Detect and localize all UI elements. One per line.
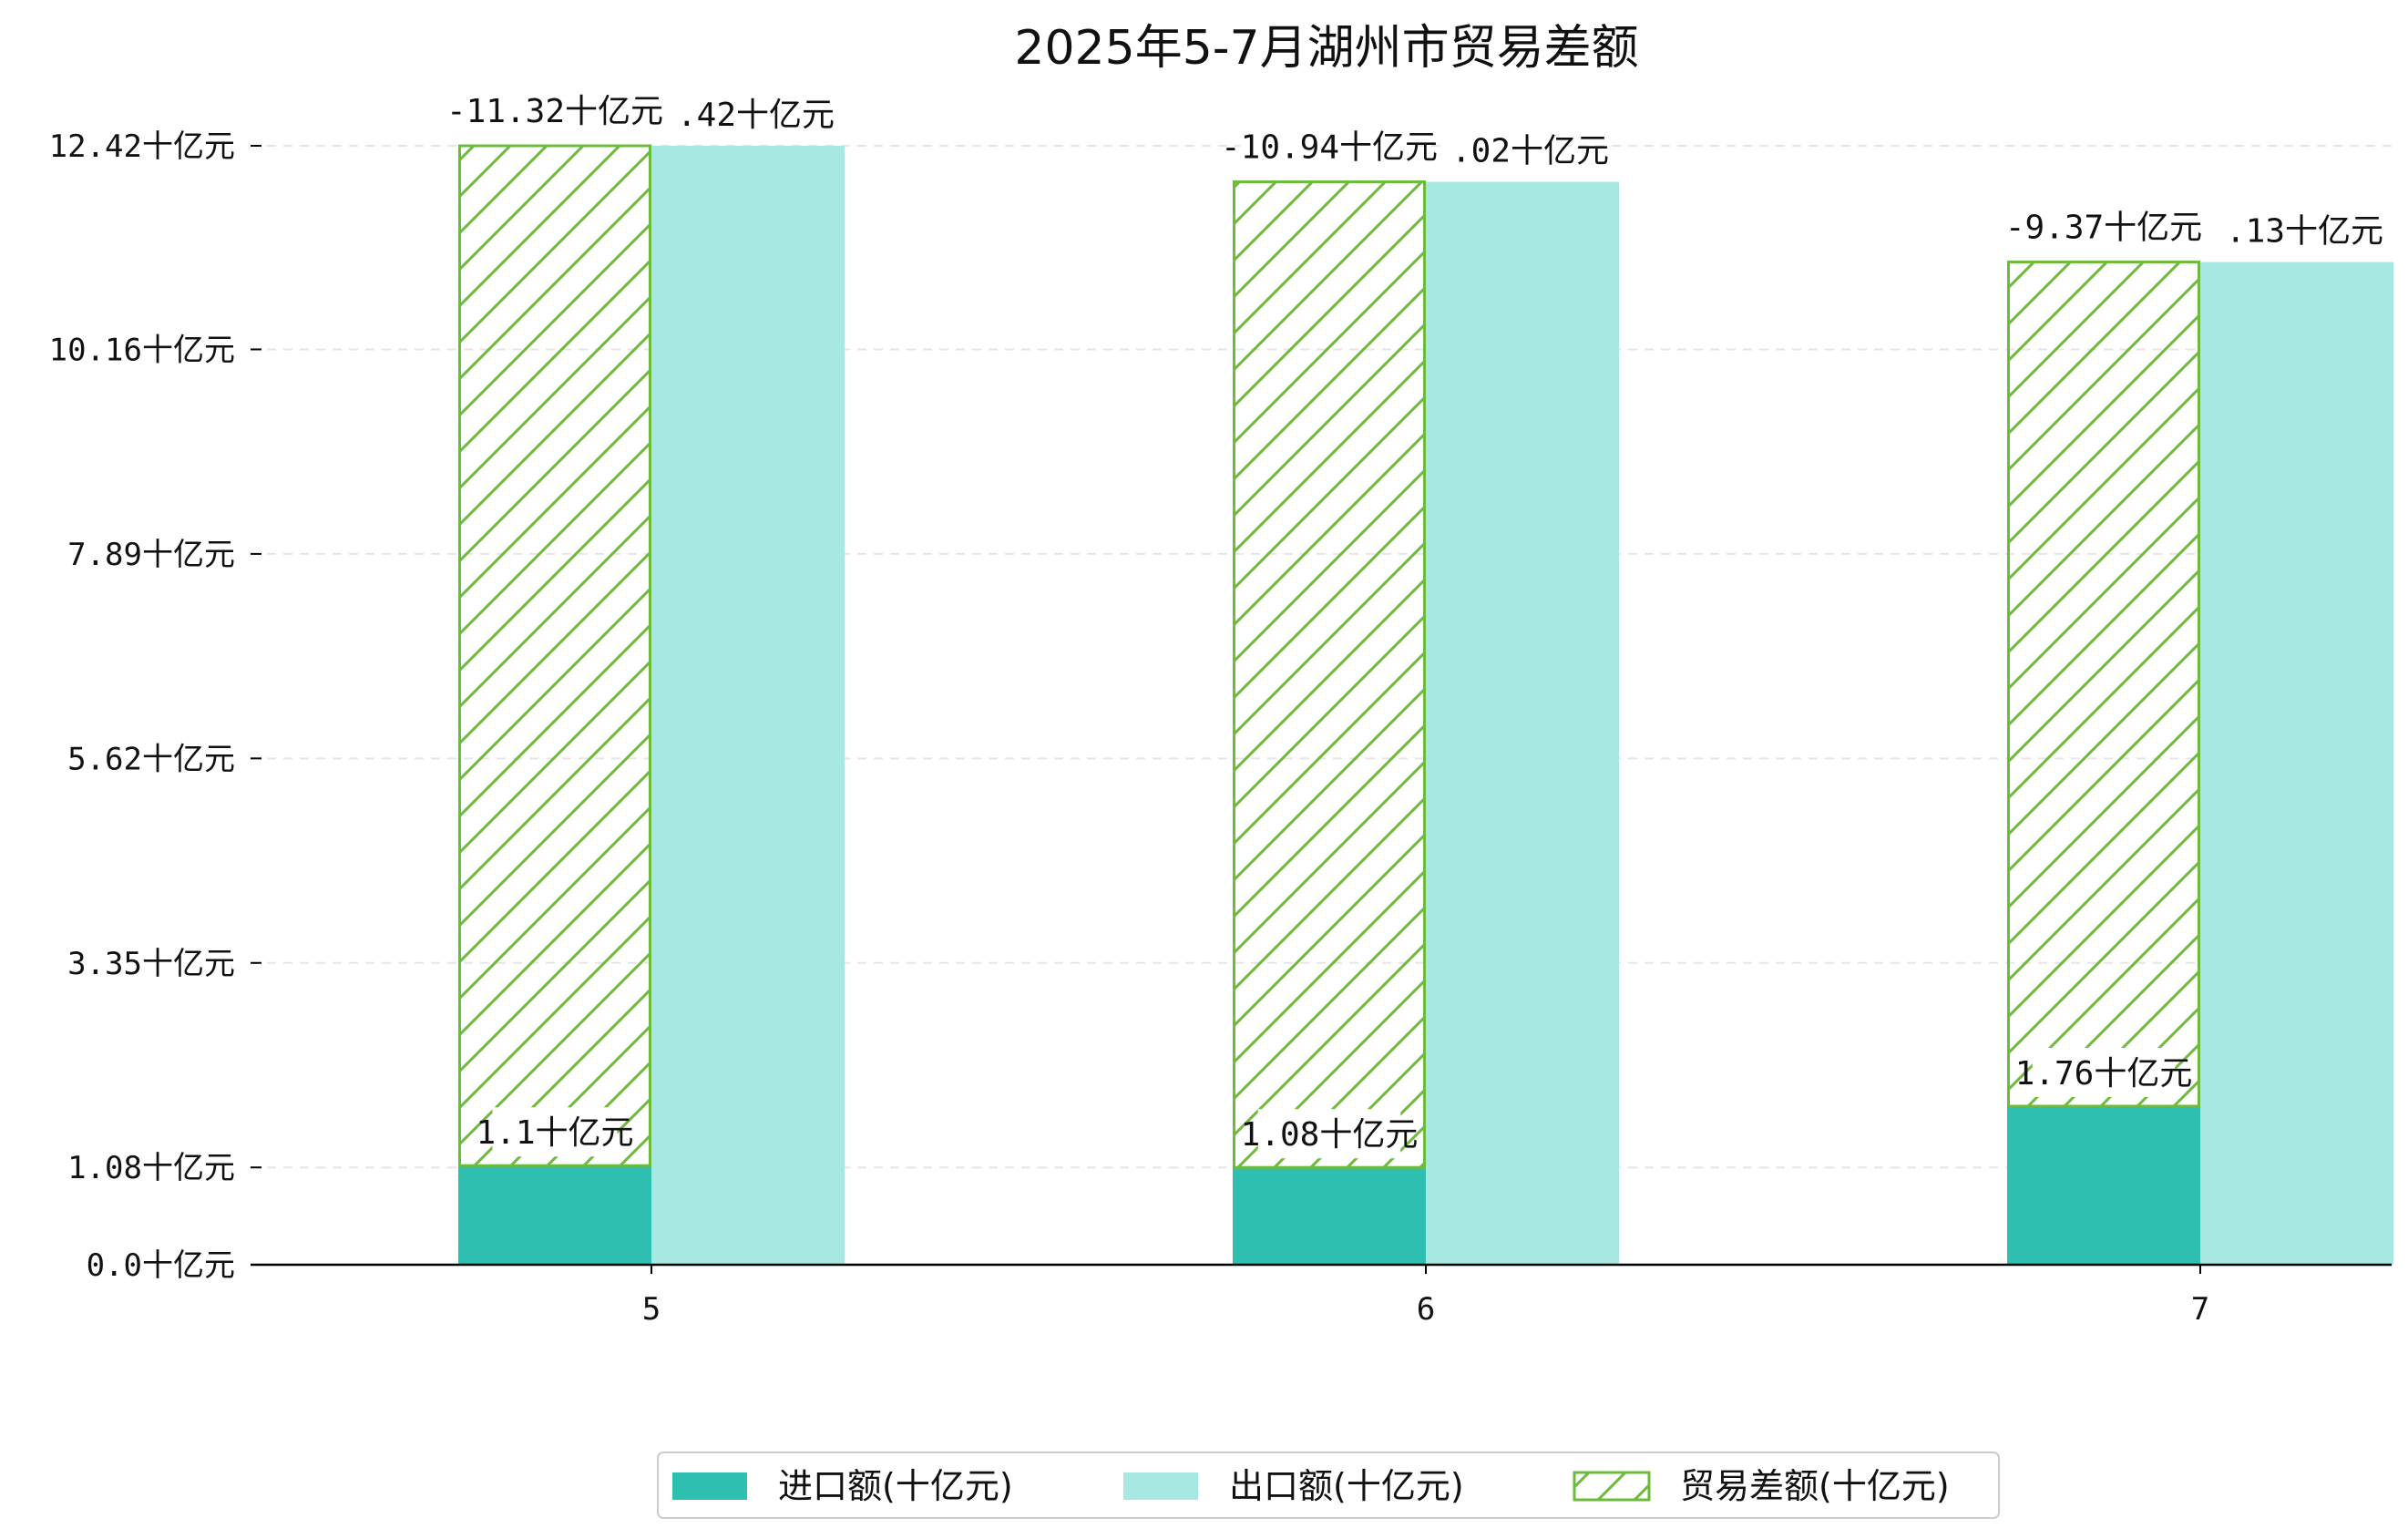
import-bar [1233,1167,1426,1265]
y-tick-label: 0.0十亿元 [87,1247,235,1284]
y-tick-label: 10.16十亿元 [49,332,235,368]
balance-value-label: -11.32十亿元 [446,93,663,130]
balance-value-label: -10.94十亿元 [1221,129,1438,167]
legend-label: 进口额(十亿元) [778,1466,1013,1506]
balance-value-label-bg [2024,201,2184,251]
export-bar [2200,262,2393,1265]
bars [458,144,2393,1266]
y-tick-label: 12.42十亿元 [49,128,235,165]
import-value-label: 1.1十亿元 [476,1114,633,1152]
balance-value-label-bg [466,86,644,135]
import-bar [2007,1105,2200,1265]
y-tick-label: 1.08十亿元 [67,1150,235,1186]
legend-swatch [1573,1471,1651,1502]
legend-box [657,1452,2000,1519]
export-bar [1426,181,1619,1266]
y-tick-label: 7.89十亿元 [67,537,235,573]
x-tick-label: 7 [2191,1291,2209,1328]
legend-label: 出口额(十亿元) [1229,1466,1464,1506]
balance-bar [2007,261,2200,1108]
export-value-label-bg [1442,125,1567,175]
import-value-label-bg [2032,1047,2176,1097]
balance-bar [1233,180,1426,1169]
export-value-label-bg [2217,205,2341,255]
legend-swatch [672,1472,747,1500]
y-tick-label: 3.35十亿元 [67,946,235,982]
balance-value-label-bg [1240,121,1419,171]
legend: 进口额(十亿元) 出口额(十亿元) 贸易差额(十亿元) [657,1452,2000,1519]
x-tick-label: 6 [1417,1291,1435,1328]
import-value-label-bg [1257,1109,1401,1159]
axes: 0.0十亿元 1.08十亿元 3.35十亿元 5.62十亿元 7.89十亿元 10.16十… [49,128,2392,1328]
legend-label: 贸易差额(十亿元) [1680,1466,1950,1506]
y-tick-label: 5.62十亿元 [67,741,235,777]
export-value-label: .42十亿元 [677,97,835,134]
balance-value-label: -9.37十亿元 [2005,210,2202,247]
chart-title: 2025年5-7月湖州市贸易差额 [1014,21,1638,76]
export-bar [651,146,845,1265]
import-value-label: 1.76十亿元 [2015,1055,2193,1093]
x-tick-label: 5 [642,1291,661,1328]
export-value-label: .02十亿元 [1451,133,1609,170]
export-value-label-bg [668,89,793,139]
balance-bar [458,144,651,1167]
import-value-label-bg [492,1107,618,1157]
data-labels: 1.1十亿元 -11.32十亿元 .42十亿元 1.08十亿元 -10.94十亿元 .02… [446,86,2383,1159]
import-value-label: 1.08十亿元 [1241,1116,1419,1154]
export-value-label: .13十亿元 [2226,213,2383,251]
legend-swatch [1123,1472,1198,1500]
import-bar [458,1165,651,1265]
